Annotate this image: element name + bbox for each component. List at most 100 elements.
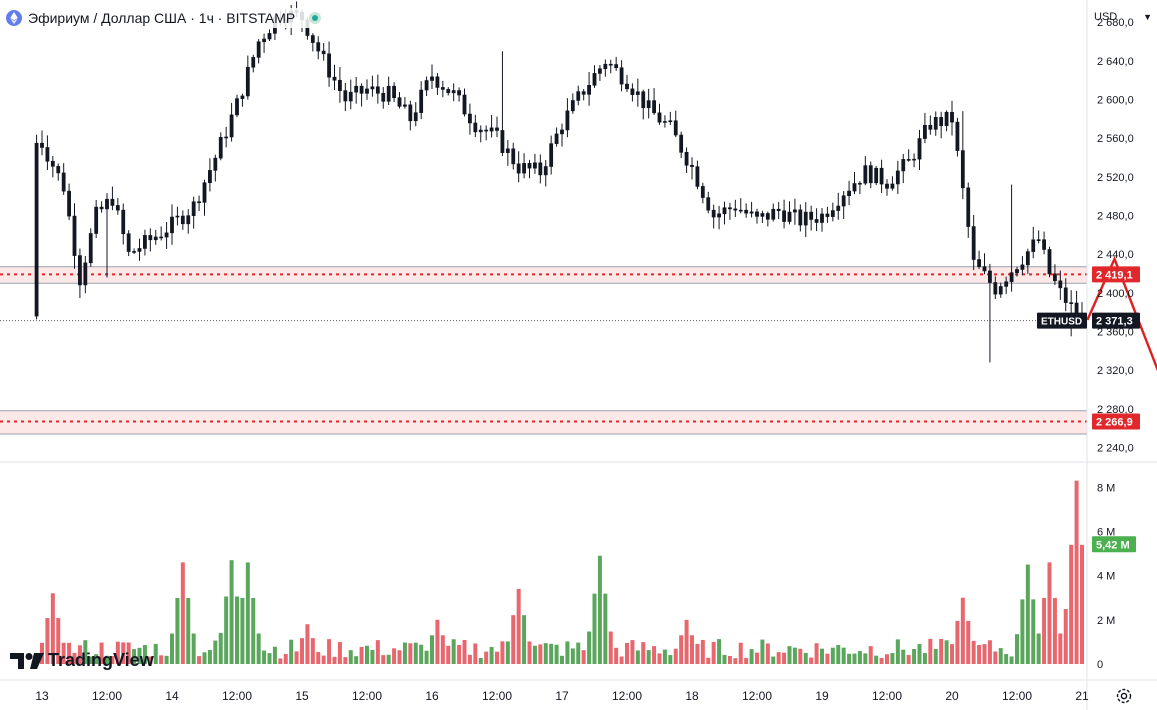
candle-body [316,42,321,52]
candle-body [218,137,223,159]
volume-bar [1052,597,1057,664]
candle-body [906,159,911,161]
candle-body [413,112,418,122]
symbol-header[interactable]: Эфириум / Доллар США · 1ч · BITSTAMP [6,8,328,28]
candle-body [403,104,407,107]
volume-bar [392,648,397,664]
candle-body [1020,264,1025,270]
volume-bar [581,650,586,664]
volume-bar [484,651,489,664]
candle-body [67,190,71,217]
candle-body [738,209,743,212]
candle-body [722,207,727,215]
candle-body [511,148,516,165]
volume-bar [673,648,678,664]
volume-bar [749,649,754,664]
volume-bar [321,655,326,664]
volume-bar [446,645,451,664]
candle-body [175,215,180,218]
volume-bar [186,597,191,664]
volume-bar [847,653,852,664]
candle-body [34,142,39,317]
volume-bar [852,653,857,664]
volume-bar [565,641,570,664]
volume-bar [300,638,304,664]
volume-bar [343,657,348,664]
time-tick-label: 12:00 [742,689,772,703]
volume-bar [159,655,164,664]
candle-body [170,216,174,234]
volume-bar [50,593,55,664]
candle-body [749,211,754,214]
volume-bar [695,643,700,664]
volume-bar [993,651,998,664]
volume-bar [419,644,424,664]
volume-bar [684,619,689,664]
volume-bar [646,650,651,664]
volume-tick-label: 8 M [1097,482,1115,494]
candle-body [245,66,250,97]
volume-bar [625,642,629,664]
candle-body [251,57,256,68]
candle-body [256,41,261,58]
settings-gear-icon[interactable] [1114,686,1134,706]
candle-body [663,121,667,123]
volume-bar [332,656,337,664]
volume-bar [971,640,976,664]
candle-body [137,248,142,252]
volume-bar [912,649,917,664]
volume-bar [278,658,283,664]
candle-body [159,236,164,239]
candle-body [646,100,651,109]
volume-bar [560,655,564,664]
candle-body [533,162,537,169]
volume-bar [820,648,824,664]
volume-bar [939,639,944,664]
candle-body [820,213,824,223]
volume-bar [977,644,982,664]
candle-body [229,114,234,138]
price-tick-label: 2 560,0 [1097,133,1134,145]
chevron-down-icon: ▼ [1143,12,1152,22]
candle-body [982,266,987,272]
candle-body [489,127,494,132]
volume-bar [587,631,592,664]
candle-body [370,86,375,90]
volume-bar [652,646,657,664]
volume-bar [354,656,359,664]
volume-bar [755,652,759,664]
volume-bar [830,647,835,664]
candle-body [180,215,185,225]
volume-bar [706,657,711,664]
candle-body [944,111,949,126]
volume-bar [267,653,272,664]
candle-body [208,170,212,184]
candle-body [1015,269,1019,273]
volume-bar [662,649,667,664]
candle-body [960,150,965,189]
candle-body [186,215,191,225]
candle-body [45,147,50,162]
candle-body [343,90,348,102]
volume-bar [657,653,662,664]
volume-bar [570,648,575,664]
candle-body [143,235,147,249]
volume-bar [375,640,380,664]
last-price-tag [1092,312,1140,329]
candle-body [576,91,581,101]
candle-body [733,208,738,211]
volume-bar [153,643,158,664]
candle-body [700,186,705,198]
volume-bar [207,649,212,664]
time-tick-label: 12:00 [872,689,902,703]
currency-selector[interactable]: USD ▼ [1094,6,1152,28]
volume-bar [641,642,646,664]
volume-bar [836,645,841,664]
volume-bar [516,588,521,664]
volume-bar [1042,597,1047,664]
axes: 2 680,0 2 640,0 2 600,0 2 560,0 2 520,0 2 480… [35,17,1133,703]
volume-bar [879,657,884,664]
candle-body [728,207,732,210]
volume-bar [240,597,245,664]
